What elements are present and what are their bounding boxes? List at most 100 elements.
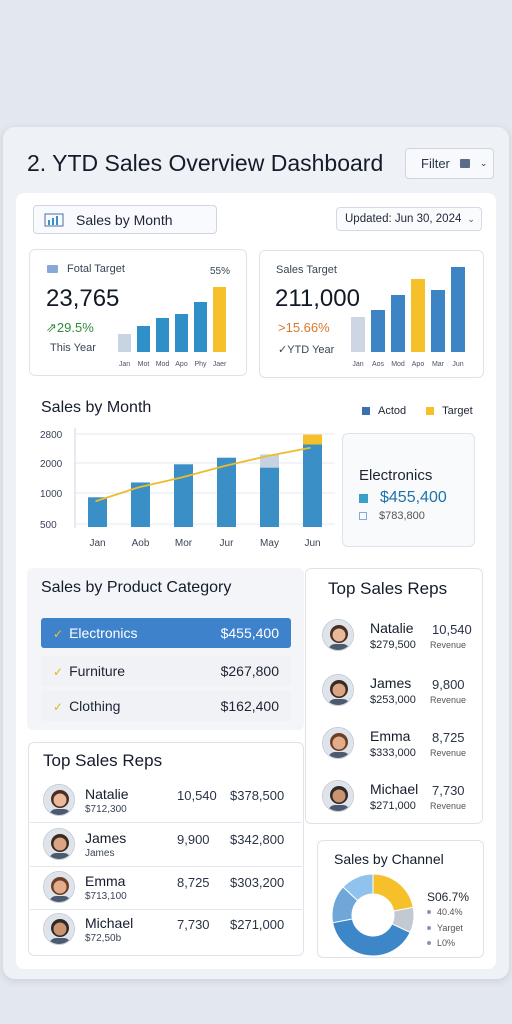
kpi2-month-label: Mar <box>432 361 445 368</box>
rep-revenue-label: Revenue <box>430 801 467 811</box>
channel-item-text: L0% <box>437 938 456 948</box>
kpi2-month-label: Aos <box>372 361 385 368</box>
channel-item-1: Yarget <box>427 923 463 933</box>
channel-bullet <box>427 926 431 930</box>
kpi-total-target-change-value: 29.5% <box>56 320 94 335</box>
rep-avatar <box>43 828 75 860</box>
trend-up-icon: ⇗ <box>46 320 57 335</box>
y-tick-label: 2800 <box>40 430 63 441</box>
kpi2-month-label: Apo <box>412 361 425 368</box>
rep-count: 8,725 <box>432 730 465 745</box>
channel-item-0: 40.4% <box>427 907 463 917</box>
rep-name: James <box>85 830 127 846</box>
rep-sub: James <box>85 848 115 859</box>
rep-revenue: $253,000 <box>370 694 416 706</box>
channel-item-text: Yarget <box>437 923 463 933</box>
category-row-left: ✓ Furniture <box>53 663 125 679</box>
kpi1-bar <box>156 318 169 352</box>
y-tick-label: 2000 <box>40 459 63 470</box>
calendar-icon <box>459 159 470 168</box>
target-bar <box>303 434 322 445</box>
x-tick-label: Aob <box>132 538 150 549</box>
x-tick-label: Mor <box>175 538 193 549</box>
kpi1-month-label: Jan <box>119 361 130 368</box>
kpi2-month-label: Jan <box>352 361 363 368</box>
rep-count: 9,900 <box>177 832 210 847</box>
legend-target-label: Target <box>442 405 473 417</box>
category-row-left: ✓ Clothing <box>53 698 120 714</box>
kpi2-bar <box>371 310 385 352</box>
rep-avatar <box>322 780 354 812</box>
channel-headline: S06.7% <box>427 890 470 904</box>
chevron-down-icon: ⌄ <box>479 158 488 168</box>
category-row-left: ✓ Electronics <box>53 625 138 641</box>
y-tick-label: 500 <box>40 520 57 531</box>
channel-bullet <box>427 910 431 914</box>
sales-by-month-title: Sales by Month <box>41 399 152 416</box>
kpi1-month-label: Mot <box>138 361 150 368</box>
rep-sub: $713,100 <box>85 891 127 902</box>
top-reps-left-title: Top Sales Reps <box>43 751 163 770</box>
row-divider <box>30 822 302 823</box>
kpi-total-target-value: 23,765 <box>46 285 120 312</box>
kpi2-bar <box>451 267 465 352</box>
x-tick-label: May <box>260 538 279 549</box>
sales-by-channel-title: Sales by Channel <box>334 851 444 867</box>
category-row-furniture[interactable]: ✓ Furniture $267,800 <box>41 656 291 686</box>
rep-sub: $712,300 <box>85 804 127 815</box>
kpi1-bar <box>175 314 188 352</box>
rep-sub: $72,50b <box>85 933 122 944</box>
kpi1-bar <box>194 302 207 352</box>
rep-revenue: $333,000 <box>370 747 416 759</box>
rep-name: Natalie <box>85 786 129 802</box>
kpi2-bar <box>431 290 445 352</box>
row-divider <box>30 909 302 910</box>
x-tick-label: Jur <box>220 538 235 549</box>
category-name: Furniture <box>69 663 126 679</box>
rep-value: $271,000 <box>230 917 285 932</box>
actual-bar <box>131 482 150 527</box>
date-dropdown[interactable]: Updated: Jun 30, 2024 ⌄ <box>336 207 482 231</box>
rep-count: 10,540 <box>177 788 217 803</box>
sales-by-channel-donut <box>331 873 415 957</box>
rep-count: 8,725 <box>177 875 210 890</box>
small-box-icon <box>359 512 367 520</box>
check-icon: ✓ <box>53 627 64 641</box>
actual-bar <box>88 497 107 527</box>
x-tick-label: Jan <box>89 538 105 549</box>
rep-revenue: $271,000 <box>370 800 416 812</box>
product-category-title: Sales by Product Category <box>41 579 232 596</box>
kpi-sales-target-value: 211,000 <box>275 285 360 312</box>
kpi-total-target-corner: 55% <box>210 266 231 277</box>
electronics-summary-card[interactable] <box>342 433 475 547</box>
trend-line <box>95 446 311 503</box>
channel-item-2: L0% <box>427 938 455 948</box>
kpi-sales-target-sub-wrap: ✓YTD Year <box>278 343 334 356</box>
channel-bullet <box>427 941 431 945</box>
rep-count: 9,800 <box>432 677 465 692</box>
rep-avatar <box>322 727 354 759</box>
donut-slice <box>342 873 374 902</box>
kpi1-month-label: Apo <box>175 361 188 368</box>
category-row-electronics[interactable]: ✓ Electronics $455,400 <box>41 618 291 648</box>
rep-count: 10,540 <box>432 622 472 637</box>
section-selector[interactable]: Sales by Month <box>33 205 217 234</box>
kpi-total-target-label: Fotal Target <box>67 263 125 275</box>
electronics-summary-row: $455,400 <box>359 489 447 507</box>
electronics-summary-title: Electronics <box>359 467 433 484</box>
category-row-clothing[interactable]: ✓ Clothing $162,400 <box>41 691 291 721</box>
check-icon: ✓ <box>53 665 64 679</box>
chart-legend: Actod Target <box>362 405 473 417</box>
x-tick-label: Jun <box>304 538 320 549</box>
rep-count: 7,730 <box>177 917 210 932</box>
kpi1-month-label: Mod <box>156 361 170 368</box>
legend-target-swatch <box>426 407 435 415</box>
filter-button[interactable]: Filter ⌄ <box>405 148 494 179</box>
y-tick-label: 1000 <box>40 489 63 500</box>
kpi1-bar <box>137 326 150 352</box>
legend-actual-label: Actod <box>378 405 407 417</box>
kpi-total-target-card[interactable] <box>29 249 247 376</box>
electronics-value: $455,400 <box>380 489 447 506</box>
kpi-total-target-sub: This Year <box>50 342 96 354</box>
donut-slice <box>372 873 414 912</box>
